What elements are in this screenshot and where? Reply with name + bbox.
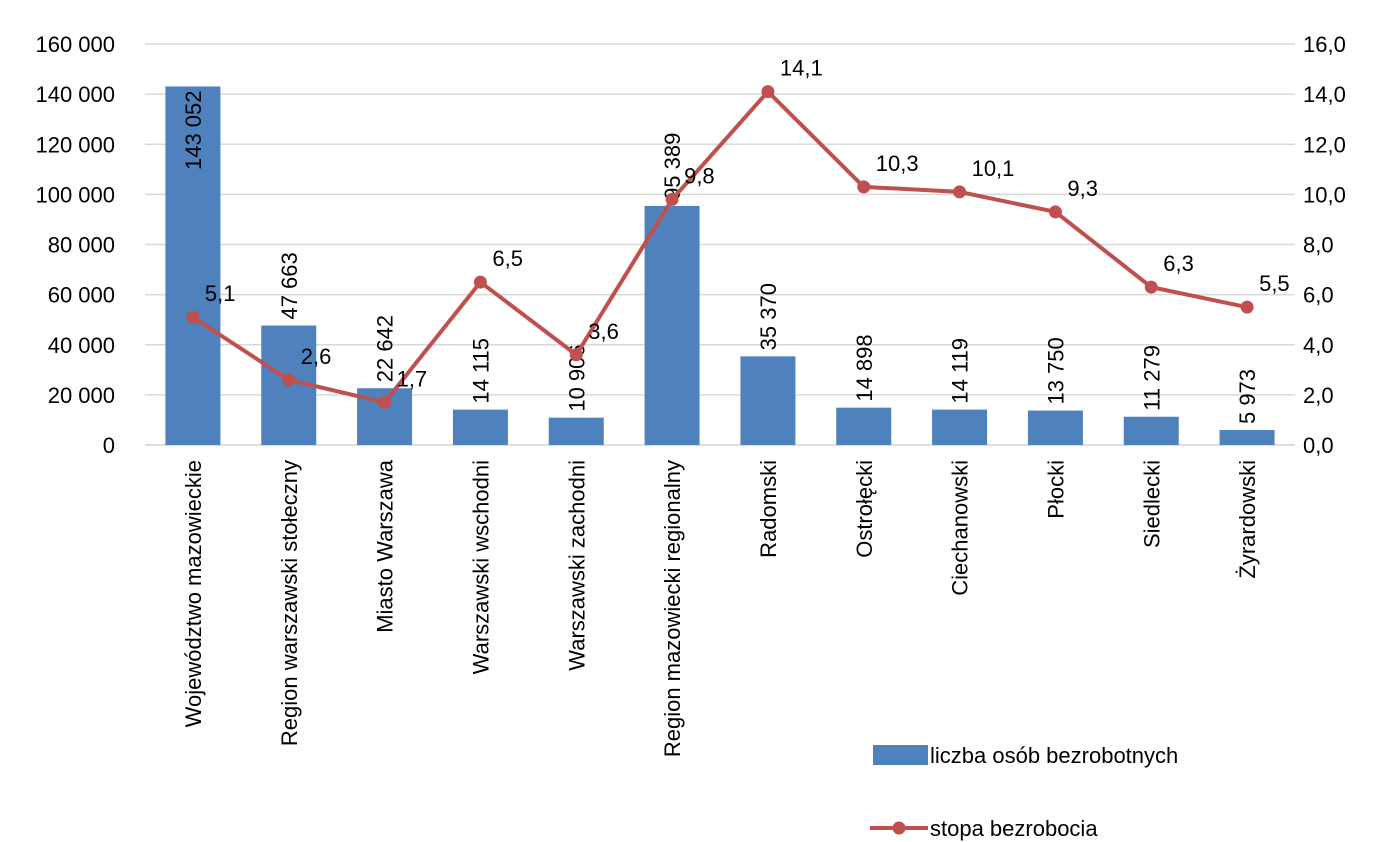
x-tick-label: Region warszawski stołeczny: [277, 460, 302, 746]
y-tick-label: 80 000: [48, 233, 115, 258]
x-tick-label: Region mazowiecki regionalny: [660, 460, 685, 757]
x-tick-label: Województwo mazowieckie: [181, 460, 206, 727]
bar: [836, 407, 892, 445]
x-tick-label: Ciechanowski: [948, 460, 973, 596]
line-marker: [282, 373, 296, 387]
line-value-label: 10,3: [876, 151, 919, 176]
y-tick-label: 40 000: [48, 333, 115, 358]
y2-tick-label: 16,0: [1303, 32, 1346, 57]
legend-marker: [892, 821, 906, 835]
line-marker: [857, 180, 871, 194]
bar: [1123, 416, 1179, 445]
x-tick-label: Warszawski wschodni: [468, 460, 493, 674]
line-value-label: 1,7: [397, 366, 428, 391]
legend-label: stopa bezrobocia: [930, 816, 1098, 841]
y2-tick-label: 6,0: [1303, 283, 1334, 308]
line-marker: [1144, 280, 1158, 294]
line-value-label: 14,1: [780, 56, 823, 81]
y-tick-label: 0: [103, 433, 115, 458]
y2-tick-label: 4,0: [1303, 333, 1334, 358]
x-tick-label: Ostrołęcki: [852, 460, 877, 558]
y-tick-label: 100 000: [35, 182, 115, 207]
line-value-label: 2,6: [301, 344, 332, 369]
bar: [548, 417, 604, 445]
x-tick-label: Żyrardowski: [1235, 460, 1260, 579]
line-marker: [761, 85, 775, 99]
bar-value-label: 5 973: [1235, 369, 1260, 424]
y-tick-label: 60 000: [48, 283, 115, 308]
line-marker: [473, 275, 487, 289]
legend-label: liczba osób bezrobotnych: [930, 743, 1178, 768]
x-tick-label: Siedlecki: [1139, 460, 1164, 548]
y-tick-label: 20 000: [48, 383, 115, 408]
bar-value-label: 11 279: [1139, 345, 1164, 411]
line-value-label: 9,3: [1067, 176, 1098, 201]
legend-swatch: [873, 745, 928, 765]
line-value-label: 3,6: [588, 319, 619, 344]
line-marker: [953, 185, 967, 199]
bar-value-label: 35 370: [756, 283, 781, 350]
bar: [165, 86, 221, 445]
line: [191, 88, 1248, 405]
line-value-label: 5,5: [1259, 271, 1290, 296]
line-marker: [665, 192, 679, 206]
line-value-label: 5,1: [205, 281, 236, 306]
y2-tick-label: 2,0: [1303, 383, 1334, 408]
bar-value-label: 14 115: [468, 338, 493, 404]
bar: [932, 409, 988, 445]
bar-value-label: 47 663: [277, 252, 302, 319]
y-tick-label: 160 000: [35, 32, 115, 57]
x-tick-label: Płocki: [1043, 460, 1068, 519]
x-tick-label: Warszawski zachodni: [564, 460, 589, 671]
y2-tick-label: 8,0: [1303, 233, 1334, 258]
bar: [740, 356, 796, 445]
line-value-label: 10,1: [972, 156, 1015, 181]
x-tick-label: Radomski: [756, 460, 781, 558]
bar-value-label: 13 750: [1043, 337, 1068, 404]
bar-value-label: 143 052: [181, 90, 206, 170]
y-tick-label: 140 000: [35, 82, 115, 107]
bar: [644, 205, 700, 445]
line-marker: [569, 348, 583, 362]
y2-tick-label: 14,0: [1303, 82, 1346, 107]
line-marker: [1048, 205, 1062, 219]
bar-value-label: 22 642: [373, 315, 398, 382]
bar-value-label: 14 119: [948, 338, 973, 404]
line-marker: [378, 395, 392, 409]
y2-tick-label: 0,0: [1303, 433, 1334, 458]
y2-tick-label: 12,0: [1303, 132, 1346, 157]
bar-value-label: 14 898: [852, 334, 877, 401]
y-tick-label: 120 000: [35, 132, 115, 157]
line-marker: [1240, 300, 1254, 314]
line-value-label: 6,3: [1163, 251, 1194, 276]
line-value-label: 6,5: [492, 246, 523, 271]
bar: [452, 409, 508, 445]
x-tick-label: Miasto Warszawa: [373, 459, 398, 633]
bar: [1027, 410, 1083, 445]
line-marker: [186, 310, 200, 324]
y2-tick-label: 10,0: [1303, 182, 1346, 207]
bar: [1219, 430, 1275, 445]
line-value-label: 9,8: [684, 163, 715, 188]
